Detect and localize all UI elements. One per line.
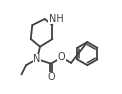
Text: NH: NH bbox=[49, 14, 63, 24]
Text: N: N bbox=[33, 54, 41, 64]
Text: O: O bbox=[47, 72, 55, 83]
Text: O: O bbox=[58, 52, 66, 62]
